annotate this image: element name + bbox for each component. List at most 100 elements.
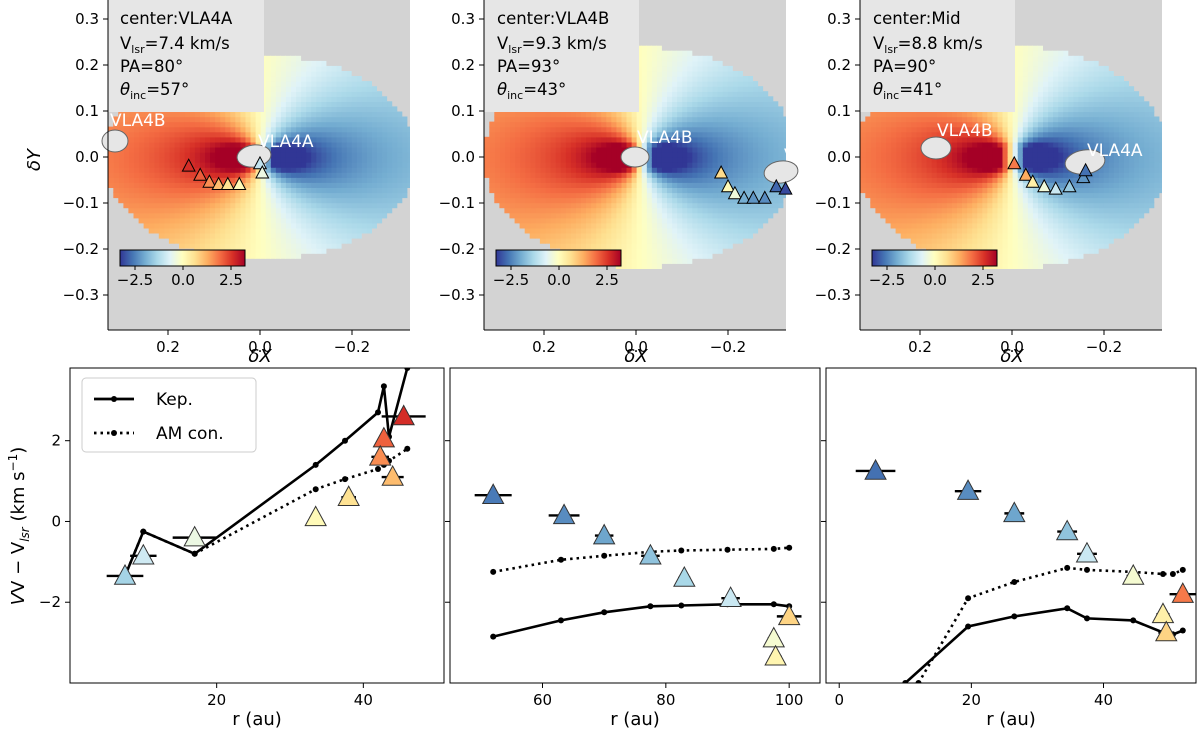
- map-2-pixel: [772, 141, 779, 148]
- map-2-pixel: [727, 232, 733, 239]
- map-2-pixel: [666, 65, 673, 72]
- map-1-pixel: [325, 177, 332, 183]
- map-1-pixel: [184, 202, 190, 209]
- map-2-pixel: [706, 111, 713, 118]
- map-2-pixel: [610, 212, 617, 219]
- map-2-pixel: [666, 131, 673, 138]
- map-2-pixel: [691, 192, 698, 199]
- map-3-pixel: [1067, 76, 1074, 82]
- map-1-pixel: [361, 192, 367, 199]
- map-1-pixel: [315, 217, 322, 224]
- map-3-pixel: [1082, 65, 1089, 72]
- map-2-pixel: [560, 126, 566, 133]
- map-3-pixel: [1067, 65, 1074, 72]
- map-1-pixel: [138, 131, 145, 138]
- map-3-pixel: [1093, 238, 1099, 244]
- map-2-pixel: [757, 182, 764, 188]
- map-1-pixel: [118, 192, 124, 199]
- map-1-pixel: [194, 187, 200, 194]
- map-1-pixel: [143, 172, 150, 178]
- map-1-pixel: [346, 187, 352, 194]
- map-1-pixel: [229, 146, 236, 153]
- map-3-pixel: [1067, 232, 1074, 239]
- map-3-pixel: [1123, 177, 1129, 183]
- map-2-pixel: [747, 131, 753, 138]
- map-2-pixel: [676, 212, 683, 219]
- map-2-pixel: [519, 212, 526, 219]
- map-2-pixel: [727, 177, 733, 183]
- map-3-pixel: [1128, 182, 1135, 188]
- map-1-pixel: [249, 238, 256, 244]
- map-1-pixel: [275, 146, 281, 153]
- map-2-pixel: [615, 227, 622, 234]
- map-3-pixel: [1118, 151, 1124, 158]
- map-3-pixel: [1072, 86, 1079, 92]
- map-2-pixel: [717, 207, 723, 214]
- map-1-pixel: [396, 182, 403, 188]
- map-y-tick-label: 0.3: [75, 10, 99, 28]
- map-2-pixel: [686, 217, 693, 224]
- map-2-pixel: [499, 187, 506, 194]
- map-2-pixel: [727, 172, 733, 178]
- map-1-pixel: [335, 126, 342, 133]
- map-3-pixel: [1118, 81, 1124, 87]
- map-1-pixel: [204, 172, 210, 178]
- map-2-pixel: [706, 106, 713, 113]
- map-1-pixel: [361, 101, 367, 107]
- map-1-pixel: [118, 157, 124, 163]
- map-1-pixel: [244, 141, 251, 148]
- map-1-pixel: [214, 116, 221, 123]
- map-1-pixel: [260, 116, 266, 123]
- map-1-pixel: [280, 141, 286, 148]
- map-1-pixel: [174, 136, 180, 143]
- map-1-pixel: [335, 131, 342, 138]
- map-2-pixel: [737, 151, 743, 158]
- map-1-pixel: [265, 141, 271, 148]
- map-3-pixel: [1037, 111, 1043, 118]
- map-3-pixel: [1108, 217, 1114, 224]
- map-1-pixel: [209, 217, 216, 224]
- map-2-pixel: [534, 157, 541, 163]
- map-1-pixel: [244, 136, 251, 143]
- map-1-pixel: [209, 192, 216, 199]
- map-1-pixel: [290, 192, 297, 199]
- map-3-pixel: [1148, 182, 1155, 188]
- map-1-pixel: [315, 121, 322, 128]
- map-3-pixel: [1087, 65, 1094, 72]
- map-2-pixel: [676, 146, 683, 153]
- map-1-pixel: [260, 197, 266, 204]
- map-1-pixel: [371, 106, 377, 113]
- map-1-pixel: [346, 136, 352, 143]
- map-1-pixel: [265, 60, 271, 67]
- map-3-pixel: [1032, 197, 1038, 204]
- map-3-pixel: [1032, 263, 1038, 269]
- map-1-pixel: [270, 131, 276, 138]
- map-1-pixel: [310, 192, 317, 199]
- map-1-pixel: [270, 197, 276, 204]
- map-1-pixel: [184, 227, 190, 234]
- map-3-pixel: [1113, 126, 1119, 133]
- map-3-pixel: [1148, 106, 1155, 113]
- map-2-pixel: [625, 172, 632, 178]
- map-3-pixel: [1062, 50, 1069, 57]
- map-1-pixel: [239, 121, 246, 128]
- map-2-pixel: [717, 131, 723, 138]
- map-2-pixel: [539, 232, 546, 239]
- map-1-pixel: [330, 202, 337, 209]
- map-2-pixel: [732, 202, 738, 209]
- map-2-pixel: [514, 212, 521, 219]
- map-3-pixel: [1067, 141, 1074, 148]
- map-2-pixel: [560, 167, 566, 173]
- map-2-pixel: [610, 116, 617, 123]
- map-1-pixel: [351, 162, 357, 168]
- map-1-pixel: [148, 151, 155, 158]
- map-1-pixel: [325, 96, 332, 102]
- map-2-pixel: [646, 207, 652, 214]
- map-1-pixel: [320, 146, 327, 153]
- map-1-pixel: [320, 248, 327, 254]
- map-2-pixel: [514, 136, 521, 143]
- map-2-pixel: [772, 202, 779, 209]
- map-1-pixel: [168, 121, 175, 128]
- map-1-pixel: [401, 182, 408, 188]
- map-y-tick-label: −0.3: [63, 286, 99, 304]
